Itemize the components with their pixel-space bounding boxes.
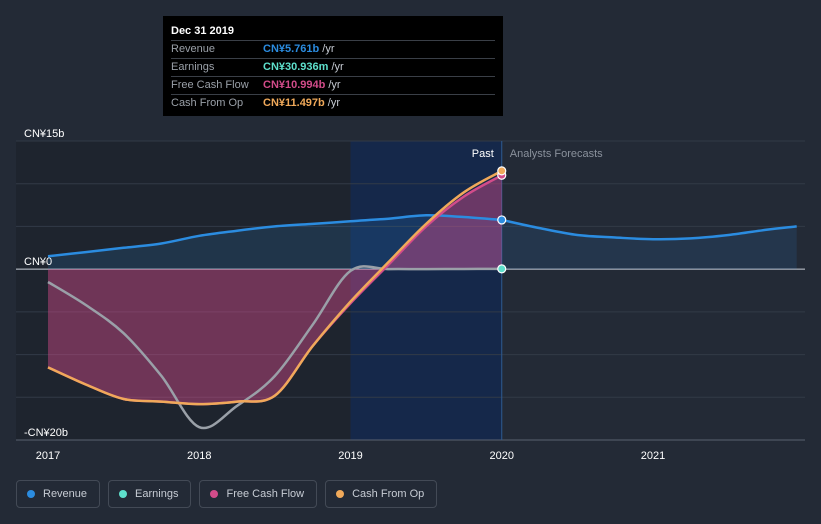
legend-dot-icon [336, 490, 345, 498]
grid-lines [16, 140, 805, 441]
series-lines [47, 169, 797, 430]
tooltip-row-revenue: Revenue CN¥5.761b /yr [171, 40, 495, 58]
tooltip-unit: /yr [331, 61, 344, 73]
legend-item-revenue[interactable]: Revenue [16, 480, 101, 508]
legend-item-cash-from-op[interactable]: Cash From Op [325, 480, 438, 508]
series-markers [497, 166, 507, 274]
tooltip-row-earnings: Earnings CN¥30.936m /yr [171, 58, 495, 76]
tooltip-value: CN¥10.994b [263, 79, 326, 91]
x-tick-label: 2017 [36, 450, 60, 462]
cash-from-op-point [497, 166, 507, 176]
tooltip-unit: /yr [327, 97, 340, 109]
forecast-label: Analysts Forecasts [510, 148, 603, 160]
tooltip-value: CN¥11.497b [263, 97, 325, 109]
x-tick-label: 2020 [490, 450, 514, 462]
legend-dot-icon [119, 490, 128, 498]
x-tick-label: 2021 [641, 450, 665, 462]
tooltip-value: CN¥5.761b [263, 43, 320, 55]
tooltip-value: CN¥30.936m [263, 61, 329, 73]
legend-item-earnings[interactable]: Earnings [108, 480, 192, 508]
x-tick-label: 2019 [338, 450, 362, 462]
earnings-line [47, 265, 502, 430]
tooltip-box: Dec 31 2019 Revenue CN¥5.761b /yr Earnin… [163, 16, 503, 116]
y-tick-label: CN¥15b [24, 128, 64, 140]
tooltip-label: Revenue [171, 43, 216, 55]
tooltip-unit: /yr [328, 79, 341, 91]
revenue-forecast-area [501, 219, 797, 270]
axis-labels: CN¥15b CN¥0 -CN¥20b 2017 2018 2019 2020 2021 Pas… [24, 128, 665, 462]
tooltip-row-cash-from-op: Cash From Op CN¥11.497b /yr [171, 94, 495, 112]
highlight-band [350, 141, 502, 440]
tooltip-date: Dec 31 2019 [171, 25, 234, 37]
revenue-point [497, 215, 507, 225]
revenue-forecast-line [501, 218, 797, 241]
legend-label: Free Cash Flow [226, 488, 305, 500]
legend-label: Revenue [43, 488, 88, 500]
revenue-line [47, 214, 502, 258]
cash-from-op-line [47, 169, 503, 406]
revenue-area [48, 215, 502, 270]
tooltip-unit: /yr [322, 43, 335, 55]
legend: Revenue Earnings Free Cash Flow Cash Fro… [16, 480, 438, 508]
legend-label: Cash From Op [352, 488, 425, 500]
series-areas [48, 175, 797, 405]
tooltip-label: Cash From Op [171, 97, 244, 109]
legend-item-free-cash-flow[interactable]: Free Cash Flow [199, 480, 318, 508]
tooltip-row-free-cash-flow: Free Cash Flow CN¥10.994b /yr [171, 76, 495, 94]
y-tick-label: CN¥0 [24, 256, 52, 268]
y-tick-label: -CN¥20b [24, 427, 68, 439]
x-tick-label: 2018 [187, 450, 211, 462]
past-label: Past [472, 148, 494, 160]
tooltip-label: Earnings [171, 61, 215, 73]
tooltip-label: Free Cash Flow [171, 79, 249, 91]
earnings-point [497, 264, 507, 274]
legend-dot-icon [27, 490, 35, 498]
legend-label: Earnings [135, 488, 179, 500]
free-cash-flow-area [48, 175, 502, 405]
legend-dot-icon [210, 490, 219, 498]
